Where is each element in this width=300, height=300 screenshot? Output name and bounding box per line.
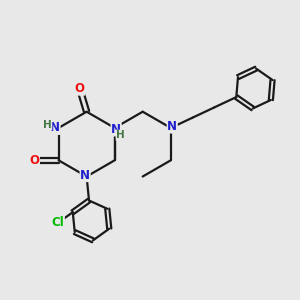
Text: Cl: Cl [52,216,64,230]
Text: O: O [75,82,85,95]
Text: N: N [167,120,177,133]
Text: H: H [116,130,125,140]
Text: N: N [111,123,121,136]
Text: N: N [80,169,90,182]
Text: H: H [43,120,52,130]
Text: N: N [50,122,60,134]
Text: O: O [29,154,39,167]
